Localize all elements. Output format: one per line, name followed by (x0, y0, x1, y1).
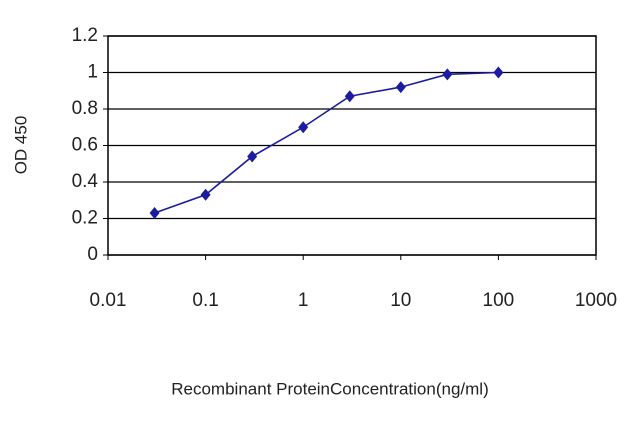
marker (395, 81, 406, 94)
marker (149, 207, 160, 220)
y-tick-label: 0.4 (72, 171, 99, 192)
x-axis-label: Recombinant ProteinConcentration(ng/ml) (171, 379, 489, 398)
marker (442, 68, 453, 81)
y-tick-label: 0.8 (72, 98, 98, 119)
y-tick-label: 1 (87, 62, 98, 83)
marker (344, 90, 355, 103)
y-tick-label: 1.2 (72, 25, 98, 46)
y-tick-label: 0.6 (72, 135, 98, 156)
marker (298, 121, 309, 134)
x-tick-label: 10 (390, 290, 411, 311)
x-tick-label: 0.01 (90, 290, 127, 311)
x-tick-label: 0.1 (192, 290, 218, 311)
x-tick-label: 1 (298, 290, 309, 311)
line (154, 71, 499, 214)
y-axis-label: OD 450 (11, 116, 30, 175)
marker (493, 66, 504, 79)
marker (247, 150, 258, 163)
x-tick-label: 100 (483, 290, 515, 311)
x-tick-label: 1000 (575, 290, 617, 311)
y-tick-label: 0 (87, 244, 98, 265)
marker (200, 188, 211, 201)
y-tick-label: 0.2 (72, 208, 98, 229)
